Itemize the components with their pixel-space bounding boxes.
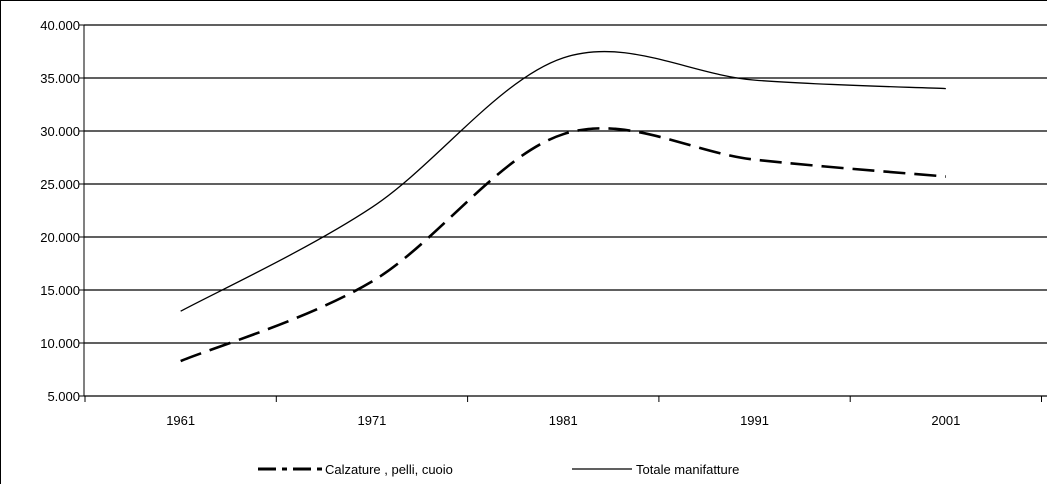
legend: Calzature , pelli, cuoio Totale manifattu… [258,462,739,477]
y-tick-label: 25.000 [40,177,80,192]
y-tick-label: 40.000 [40,18,80,33]
y-tick-label: 5.000 [47,389,80,404]
series-line-calzature [180,127,946,363]
legend-label: Calzature , pelli, cuoio [325,462,453,477]
series-line-totale [180,50,946,312]
y-tick-label: 35.000 [40,71,80,86]
x-tick-label: 1981 [549,413,578,428]
x-tick-label: 2001 [931,413,960,428]
legend-label: Totale manifatture [636,462,739,477]
y-tick-label: 10.000 [40,336,80,351]
y-axis: 5.000 10.000 15.000 20.000 25.000 30.000 35.00… [40,18,85,404]
x-axis: 1961 1971 1981 1991 2001 [84,396,1042,428]
y-tick-label: 20.000 [40,230,80,245]
gridlines [84,24,1047,397]
x-tick-label: 1961 [166,413,195,428]
x-tick-label: 1991 [740,413,769,428]
y-tick-label: 30.000 [40,124,80,139]
y-tick-label: 15.000 [40,283,80,298]
series-lines [180,50,946,363]
x-tick-label: 1971 [357,413,386,428]
